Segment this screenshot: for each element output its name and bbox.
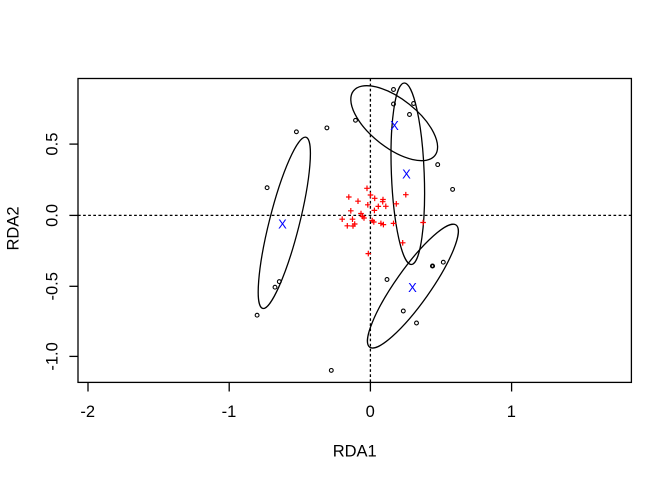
- svg-text:-0.5: -0.5: [44, 272, 62, 300]
- svg-text:0.5: 0.5: [44, 133, 62, 156]
- svg-text:RDA1: RDA1: [333, 442, 377, 460]
- svg-text:RDA2: RDA2: [5, 206, 23, 250]
- svg-text:X: X: [408, 280, 417, 295]
- svg-text:X: X: [278, 216, 287, 231]
- svg-text:-2: -2: [80, 403, 95, 421]
- svg-text:0.0: 0.0: [44, 204, 62, 227]
- svg-text:X: X: [390, 118, 399, 133]
- svg-text:1: 1: [507, 403, 516, 421]
- svg-text:X: X: [402, 167, 411, 182]
- svg-text:0: 0: [366, 403, 375, 421]
- svg-text:-1.0: -1.0: [44, 342, 62, 370]
- svg-text:-1: -1: [222, 403, 237, 421]
